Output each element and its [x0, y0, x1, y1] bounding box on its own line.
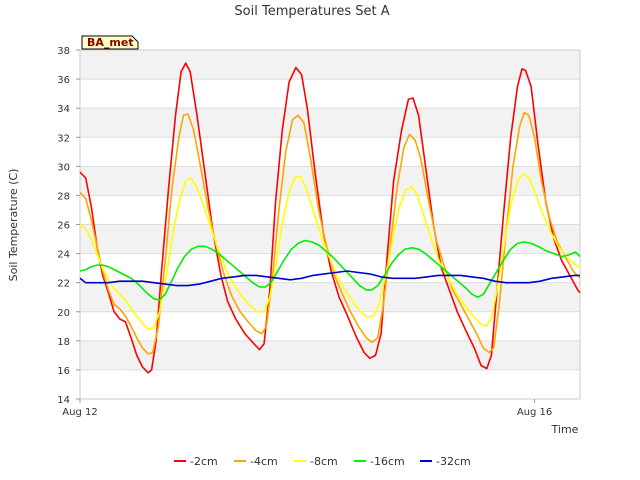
legend-item: -16cm: [354, 455, 405, 468]
series-line-minus-32cm: [79, 270, 580, 287]
y-tick-label: 28: [57, 191, 70, 202]
legend-item: -32cm: [420, 455, 471, 468]
legend-label: -8cm: [310, 455, 338, 468]
grid-band: [80, 166, 580, 196]
y-tick-label: 36: [57, 75, 70, 86]
series-line-minus-2cm: [79, 62, 581, 374]
legend-item: -4cm: [234, 455, 278, 468]
series-line-minus-8cm: [79, 172, 581, 330]
legend: -2cm -4cm -8cm -16cm -32cm: [174, 455, 471, 468]
y-axis-label: Soil Temperature (C): [7, 169, 20, 282]
x-axis-label: Time: [551, 423, 579, 436]
y-tick-label: 18: [57, 337, 70, 348]
legend-item: -8cm: [294, 455, 338, 468]
series-lines: [79, 62, 581, 374]
x-axis-ticks: Aug 12 Aug 16: [62, 399, 552, 418]
y-tick-label: 26: [57, 221, 70, 232]
site-badge-label: BA_met: [87, 36, 134, 49]
y-tick-label: 16: [57, 366, 70, 377]
site-badge: BA_met: [81, 35, 139, 50]
grid-band: [80, 282, 580, 312]
legend-label: -16cm: [370, 455, 405, 468]
x-tick-label: Aug 16: [517, 407, 552, 418]
grid-band: [80, 50, 580, 80]
y-tick-label: 34: [57, 104, 70, 115]
y-tick-label: 38: [57, 46, 70, 57]
y-tick-label: 30: [57, 162, 70, 173]
grid-bands: [80, 50, 580, 370]
chart-title: Soil Temperatures Set A: [234, 4, 389, 19]
grid-band: [80, 340, 580, 370]
series-line-minus-4cm: [79, 111, 581, 355]
legend-label: -32cm: [436, 455, 471, 468]
y-tick-label: 22: [57, 279, 70, 290]
site-badge-box: [81, 35, 139, 50]
y-axis-ticks: 14 16 18 20 22 24 26 28 30 32 34 36 38: [57, 46, 80, 406]
y-tick-label: 24: [57, 250, 70, 261]
y-tick-label: 32: [57, 133, 70, 144]
x-tick-label: Aug 12: [62, 407, 97, 418]
y-tick-label: 14: [57, 395, 70, 406]
legend-label: -2cm: [190, 455, 218, 468]
grid-band: [80, 108, 580, 138]
legend-item: -2cm: [174, 455, 218, 468]
legend-label: -4cm: [250, 455, 278, 468]
y-tick-label: 20: [57, 308, 70, 319]
